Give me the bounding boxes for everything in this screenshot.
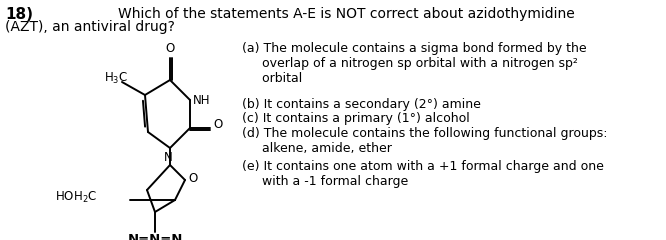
Text: HOH$_2$C: HOH$_2$C: [55, 189, 97, 204]
Text: (b) It contains a secondary (2°) amine: (b) It contains a secondary (2°) amine: [242, 98, 481, 111]
Text: H$_3$C: H$_3$C: [104, 71, 128, 85]
Text: (AZT), an antiviral drug?: (AZT), an antiviral drug?: [5, 20, 175, 34]
Text: (e) It contains one atom with a +1 formal charge and one
     with a -1 formal c: (e) It contains one atom with a +1 forma…: [242, 160, 604, 188]
Text: O: O: [165, 42, 174, 54]
Text: N=N=N: N=N=N: [127, 233, 182, 240]
Text: 18): 18): [5, 7, 33, 22]
Text: N: N: [164, 151, 172, 164]
Text: O: O: [213, 119, 222, 132]
Text: O: O: [188, 172, 197, 185]
Text: (d) The molecule contains the following functional groups:
     alkene, amide, e: (d) The molecule contains the following …: [242, 127, 607, 155]
Text: NH: NH: [193, 94, 210, 107]
Text: (a) The molecule contains a sigma bond formed by the
     overlap of a nitrogen : (a) The molecule contains a sigma bond f…: [242, 42, 587, 85]
Text: (c) It contains a primary (1°) alcohol: (c) It contains a primary (1°) alcohol: [242, 112, 470, 125]
Text: Which of the statements A-E is NOT correct about azidothymidine: Which of the statements A-E is NOT corre…: [118, 7, 575, 21]
